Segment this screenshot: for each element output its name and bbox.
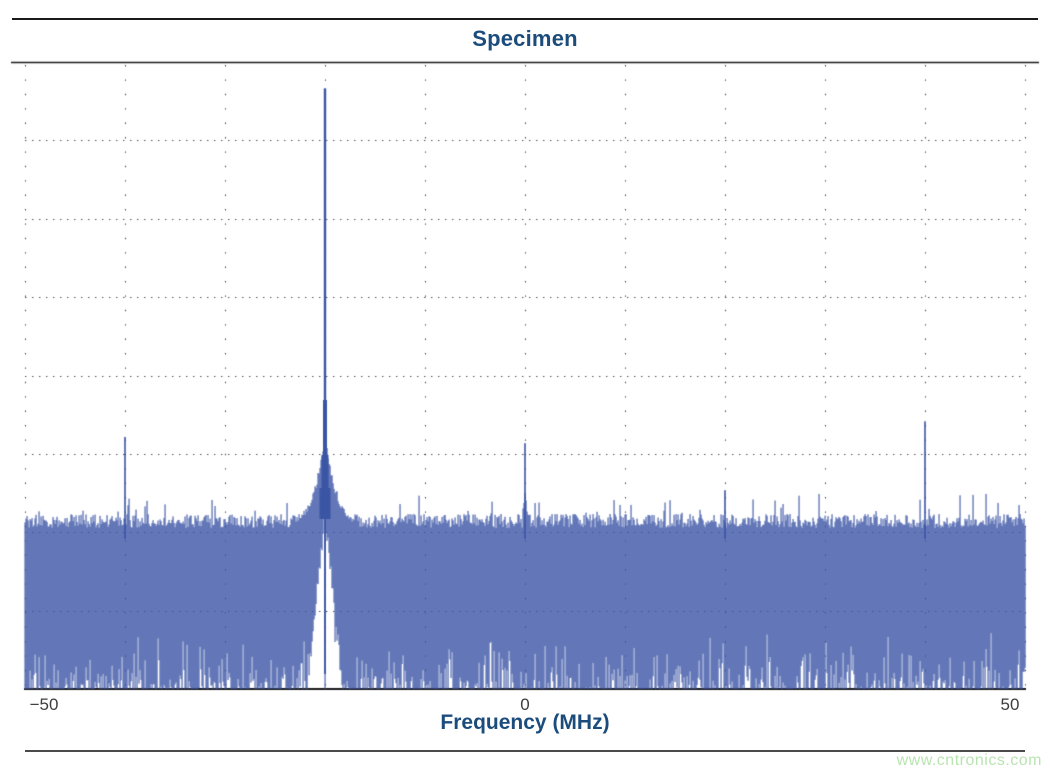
x-tick-label-0: 0 bbox=[520, 695, 530, 714]
x-axis-label: Frequency (MHz) bbox=[440, 711, 610, 734]
x-tick-label-50: 50 bbox=[1000, 695, 1020, 714]
x-tick-label-neg50: −50 bbox=[29, 695, 59, 714]
watermark-text: www.cntronics.com bbox=[896, 752, 1042, 769]
bottom-rule bbox=[25, 750, 1025, 752]
